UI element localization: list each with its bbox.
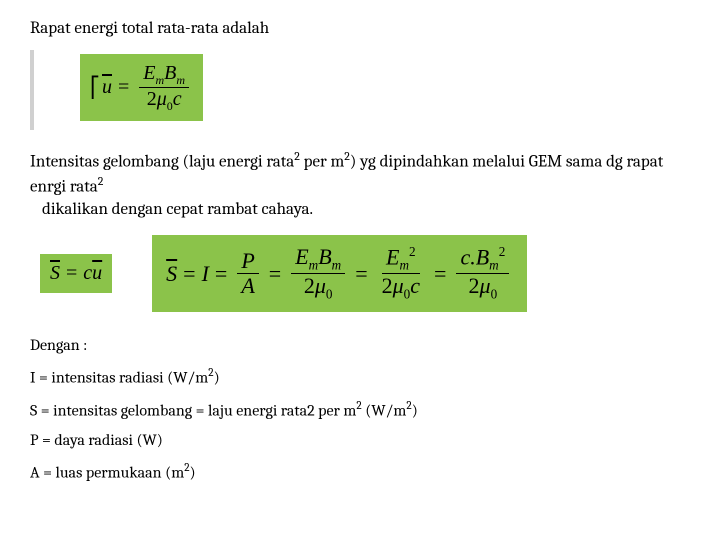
def-i: I = intensitas radiasi (W/m2)	[30, 366, 690, 386]
formula-s-cu: S = cu	[40, 254, 112, 293]
formula-row-2: S = cu S = I = P A = EmBm 2μ0 = Em2 2μ0c…	[40, 235, 690, 312]
def-a: A = luas permukaan (m2)	[30, 461, 690, 481]
vertical-accent-bar	[30, 50, 34, 130]
text-line-2: Intensitas gelombang (laju energi rata2 …	[30, 149, 690, 221]
def-s: S = intensitas gelombang = laju energi r…	[30, 399, 690, 419]
formula-row-1: ⎡u = EmBm 2μ0c	[80, 54, 690, 121]
definitions: Dengan : I = intensitas radiasi (W/m2) S…	[30, 336, 690, 481]
formula-s-full: S = I = P A = EmBm 2μ0 = Em2 2μ0c = c.Bm…	[152, 235, 527, 312]
formula-u-bar: ⎡u = EmBm 2μ0c	[80, 54, 203, 121]
slide-content: Rapat energi total rata-rata adalah ⎡u =…	[0, 0, 720, 511]
text-line-1: Rapat energi total rata-rata adalah	[30, 18, 690, 40]
def-dengan: Dengan :	[30, 336, 690, 354]
def-p: P = daya radiasi (W)	[30, 431, 690, 449]
